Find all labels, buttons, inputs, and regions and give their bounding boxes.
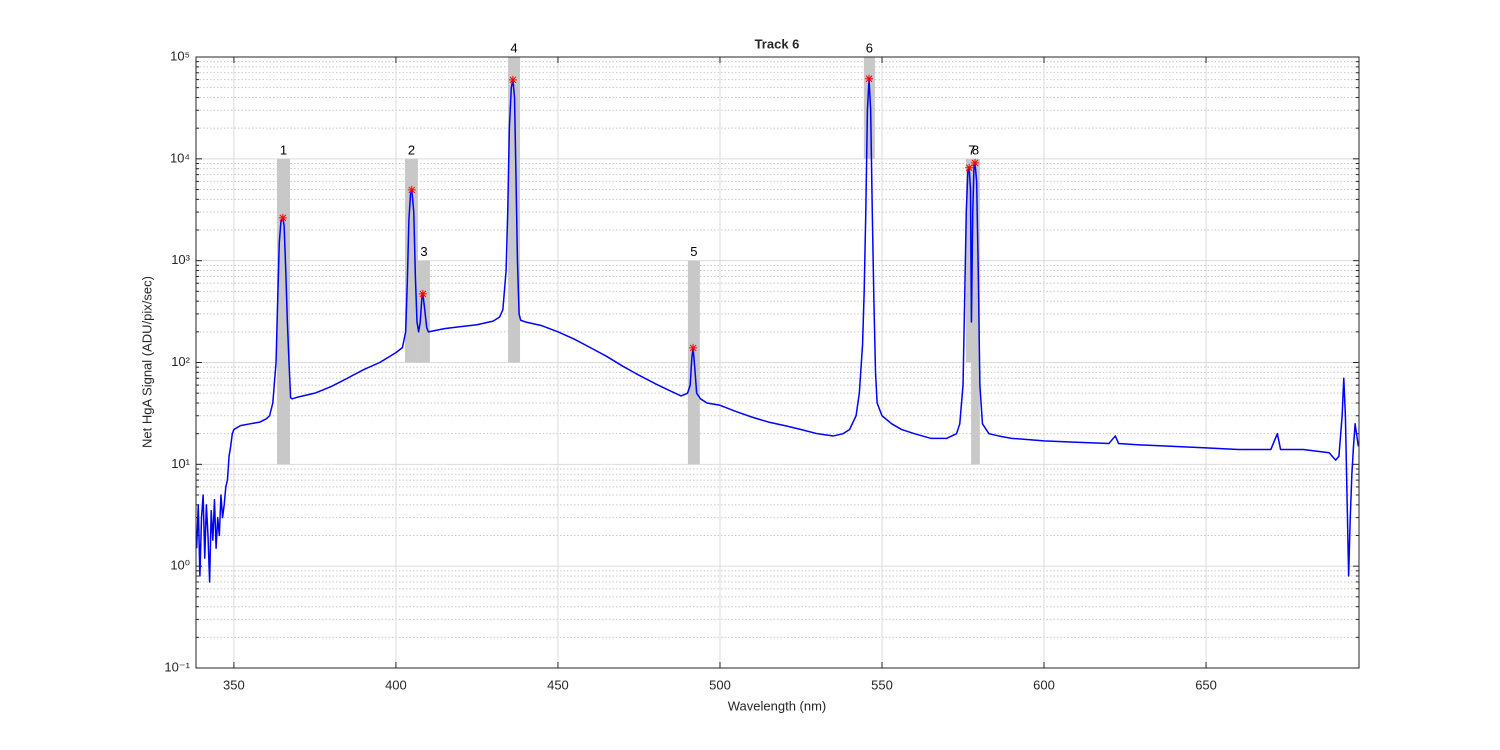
peak-region [405,158,418,363]
y-tick-label: 10⁵ [170,48,190,63]
x-tick-label: 500 [709,677,731,692]
x-tick-label: 450 [547,677,569,692]
peak-label: 7 [968,142,975,157]
y-tick-label: 10⁰ [170,558,190,573]
x-tick-label: 650 [1195,677,1217,692]
peak-marker [971,158,980,167]
peak-label: 2 [408,142,415,157]
peak-label: 5 [690,244,697,259]
x-tick-label: 400 [385,677,407,692]
x-tick-label: 350 [223,677,245,692]
y-tick-label: 10² [171,354,190,369]
peak-label: 1 [280,142,287,157]
peak-label: 8 [972,142,979,157]
peak-marker [865,74,874,83]
peak-label: 6 [866,40,873,55]
peak-marker [418,289,427,298]
peak-marker [965,163,974,172]
peak-marker [278,213,287,222]
peak-marker [508,75,517,84]
chart-title: Track 6 [755,36,800,51]
y-tick-label: 10³ [171,252,190,267]
peak-label: 3 [420,244,427,259]
peak-label: 4 [510,40,517,55]
peak-region [863,57,875,159]
peak-region [508,57,521,363]
y-axis-label: Net HgA Signal (ADU/pix/sec) [139,276,154,448]
spectrum-line [195,78,1360,583]
x-tick-label: 600 [1033,677,1055,692]
y-tick-label: 10¹ [171,456,190,471]
x-tick-label: 550 [871,677,893,692]
peak-region [277,158,290,465]
x-axis-label: Wavelength (nm) [728,698,827,713]
axes-box [195,56,1360,669]
y-tick-label: 10⁴ [170,150,190,165]
y-tick-label: 10⁻¹ [164,659,190,674]
peak-region [417,260,430,363]
peak-region [971,158,980,465]
peak-marker [689,343,698,352]
peak-marker [407,185,416,194]
